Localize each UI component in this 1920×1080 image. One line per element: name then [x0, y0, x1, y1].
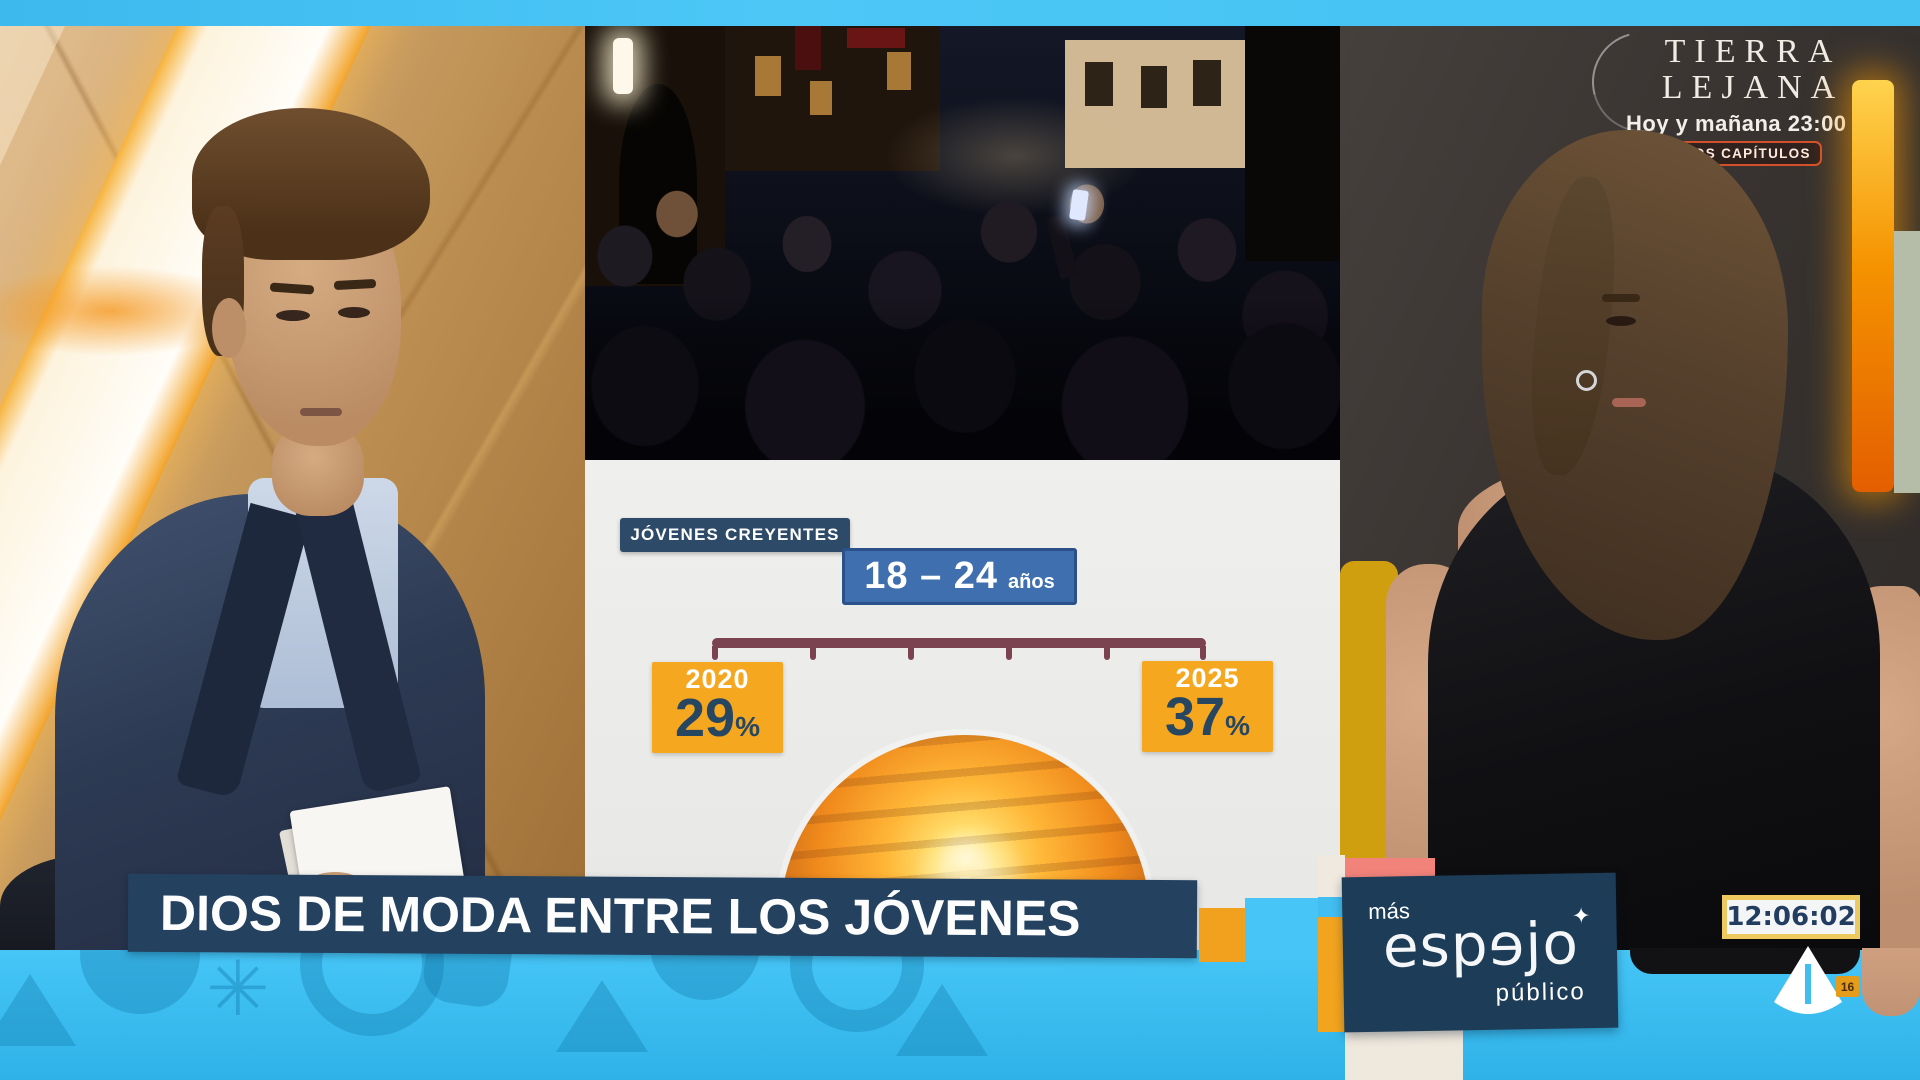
set-panel — [1894, 231, 1920, 493]
promo-schedule: Hoy y mañana 23:00 — [1626, 111, 1847, 136]
topic-tag-label: JÓVENES CREYENTES — [630, 525, 840, 544]
building-silhouette — [725, 26, 940, 171]
band-triangle-shape — [896, 984, 988, 1056]
topic-tag-badge: JÓVENES CREYENTES — [620, 518, 850, 552]
band-circle-shape — [650, 950, 760, 1000]
eye — [338, 307, 370, 318]
timeline-tick — [810, 646, 816, 660]
band-ring-shape — [300, 950, 444, 1036]
sparkle-icon: ✦ — [1571, 903, 1591, 929]
band-star-shape: ✳ — [206, 950, 270, 1032]
antena3-logo-icon — [1768, 940, 1848, 1020]
crowd-night-photo — [585, 26, 1340, 460]
age-range-value: 18 – 24 — [864, 555, 999, 597]
presenter-right-arm-edge — [1862, 948, 1920, 1016]
age-range-box: 18 – 24 años — [842, 548, 1077, 605]
top-frame-strip — [0, 0, 1920, 26]
timeline-bar — [712, 638, 1206, 660]
timeline-tick — [1200, 646, 1206, 660]
timeline-tick — [908, 646, 914, 660]
marker-year: 2020 — [685, 664, 750, 694]
red-banner — [795, 26, 821, 70]
mosaic-cream-chip — [1318, 855, 1345, 897]
band-circle-shape — [80, 950, 200, 1014]
marker-value: 29% — [675, 688, 760, 748]
hoop-earring — [1576, 370, 1597, 391]
band-triangle-shape — [0, 974, 76, 1046]
window — [1085, 62, 1113, 106]
marker-2025: 2025 37% — [1142, 661, 1273, 752]
mouth — [300, 408, 342, 416]
marker-value: 37% — [1165, 687, 1250, 747]
eye — [1606, 316, 1636, 326]
lit-window — [887, 52, 911, 90]
eye — [276, 310, 310, 321]
age-rating-value: 16 — [1840, 979, 1855, 994]
show-logo-box: más espɘjo ✦ público — [1341, 872, 1619, 1033]
red-banner — [847, 28, 905, 48]
eyebrow — [1602, 294, 1640, 302]
clock-time: 12:06:02 — [1726, 902, 1856, 932]
timeline-tick — [712, 646, 718, 660]
promo-title-line1: TIERRA — [1664, 33, 1842, 70]
window — [1193, 60, 1221, 106]
band-blob-shape — [419, 950, 518, 1011]
lit-window — [755, 56, 781, 96]
studio-right: TIERRA LEJANA Hoy y mañana 23:00 NUEVOS … — [1340, 26, 1920, 950]
presenter-left-ear — [212, 298, 246, 358]
timeline-tick — [1104, 646, 1110, 660]
timeline-tick — [1006, 646, 1012, 660]
broadcast-clock: 12:06:02 — [1722, 895, 1860, 939]
promo-title-line2: LEJANA — [1661, 69, 1845, 106]
bottom-graphics-band: ✳ — [0, 950, 1920, 1080]
age-rating-badge: 16 — [1836, 976, 1859, 997]
marker-2020: 2020 29% — [652, 662, 783, 753]
set-neon-bar — [1852, 80, 1894, 492]
promo-title: TIERRA LEJANA — [1628, 34, 1878, 106]
headline-banner: DIOS DE MODA ENTRE LOS JÓVENES — [127, 873, 1198, 959]
infographic-panel: JÓVENES CREYENTES 18 – 24 años 2020 29% … — [585, 26, 1340, 950]
mosaic-cream-chip — [1345, 1030, 1463, 1080]
studio-left: más espejo — [0, 26, 585, 950]
mosaic-orange-chip — [1318, 917, 1346, 1032]
band-triangle-shape — [556, 980, 648, 1052]
window — [1141, 66, 1167, 108]
crowd-foreground — [585, 296, 1340, 460]
percent-sign: % — [735, 711, 760, 742]
street-lantern — [613, 38, 633, 94]
mosaic-blue-chip — [1318, 897, 1345, 917]
mouth — [1612, 398, 1646, 407]
headline-text: DIOS DE MODA ENTRE LOS JÓVENES — [159, 884, 1081, 947]
marker-year: 2025 — [1175, 663, 1240, 693]
logo-publico: público — [1495, 978, 1586, 1007]
age-range-unit: años — [1008, 571, 1055, 593]
lit-window — [810, 81, 832, 115]
percent-sign: % — [1225, 710, 1250, 741]
mosaic-orange-chip — [1199, 908, 1245, 962]
logo-espejo: espɘjo — [1382, 909, 1580, 981]
